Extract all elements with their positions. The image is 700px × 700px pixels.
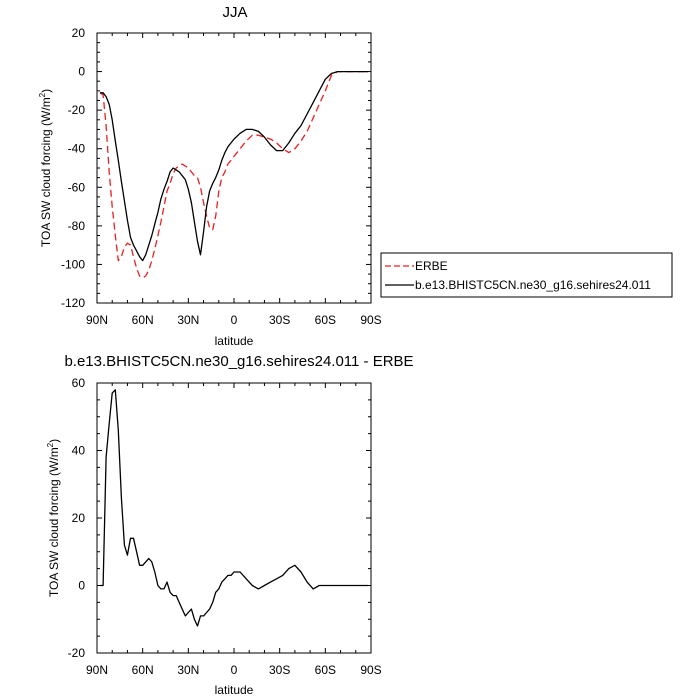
bottom-y-tick-label: -20 [68, 646, 86, 660]
top-y-ticks: 20 0 -20 -40 -60 -80 -100 -120 [61, 26, 371, 310]
top-y-tick-label: -120 [61, 296, 85, 310]
top-y-tick-label: -80 [68, 219, 86, 233]
top-y-axis-label: TOA SW cloud forcing (W/m2) [38, 89, 53, 247]
top-panel: JJA 90N 60N 30N 0 30S 60S 90S 20 0 -20 -40 -60 -80 -… [38, 4, 673, 348]
bottom-x-tick-label: 60N [132, 663, 154, 677]
bottom-x-axis-label: latitude [215, 683, 254, 697]
bottom-panel: b.e13.BHISTC5CN.ne30_g16.sehires24.011 -… [46, 353, 414, 697]
bottom-x-ticks: 90N 60N 30N 0 30S 60S 90S [86, 383, 382, 677]
legend: ERBE b.e13.BHISTC5CN.ne30_g16.sehires24.… [380, 252, 673, 298]
top-plot-frame [96, 32, 372, 304]
top-y-axis-label-sup: 2 [38, 92, 47, 97]
top-y-tick-label: -20 [68, 103, 86, 117]
bottom-y-tick-label: 40 [72, 444, 86, 458]
bottom-x-tick-label: 90S [360, 663, 381, 677]
bottom-x-tick-label: 90N [86, 663, 108, 677]
bottom-y-ticks: 60 40 20 0 -20 [68, 376, 371, 660]
top-x-tick-label: 30N [177, 313, 199, 327]
bottom-x-tick-label: 0 [231, 663, 238, 677]
bottom-series-line-difference [100, 389, 368, 627]
bottom-y-tick-label: 20 [72, 511, 86, 525]
bottom-y-axis-label-sup: 2 [46, 442, 55, 447]
top-series-line-b-e13-bhistc5cn-ne30-g16-sehires24-011 [100, 70, 368, 262]
top-x-tick-label: 90S [360, 313, 381, 327]
bottom-x-tick-label: 30N [177, 663, 199, 677]
bottom-y-axis-label: TOA SW cloud forcing (W/m2) [46, 439, 61, 597]
bottom-y-axis-label-tail: ) [47, 439, 61, 443]
bottom-x-tick-label: 30S [269, 663, 290, 677]
top-y-tick-label: 0 [78, 65, 85, 79]
top-y-tick-label: -100 [61, 257, 85, 271]
legend-box [380, 252, 673, 298]
top-x-tick-label: 60S [315, 313, 336, 327]
bottom-y-tick-label: 0 [78, 579, 85, 593]
bottom-y-axis-label-main: TOA SW cloud forcing (W/m [47, 447, 61, 597]
top-x-tick-label: 90N [86, 313, 108, 327]
legend-label-model: b.e13.BHISTC5CN.ne30_g16.sehires24.011 [415, 278, 651, 292]
bottom-plot-frame [96, 382, 372, 654]
top-y-axis-label-main: TOA SW cloud forcing (W/m [39, 97, 53, 247]
top-y-tick-label: -60 [68, 180, 86, 194]
top-x-tick-label: 0 [231, 313, 238, 327]
bottom-y-tick-label: 60 [72, 376, 86, 390]
top-y-tick-label: 20 [72, 26, 86, 40]
top-x-ticks: 90N 60N 30N 0 30S 60S 90S [86, 33, 382, 327]
top-x-tick-label: 30S [269, 313, 290, 327]
bottom-chart-title: b.e13.BHISTC5CN.ne30_g16.sehires24.011 -… [64, 353, 413, 370]
top-y-axis-label-tail: ) [39, 89, 53, 93]
top-y-tick-label: -40 [68, 142, 86, 156]
bottom-series-group [100, 389, 368, 627]
top-chart-title: JJA [222, 4, 247, 21]
bottom-x-tick-label: 60S [315, 663, 336, 677]
legend-label-erbe: ERBE [415, 259, 448, 273]
top-series-group [99, 70, 368, 279]
top-x-tick-label: 60N [132, 313, 154, 327]
top-x-axis-label: latitude [215, 334, 254, 348]
